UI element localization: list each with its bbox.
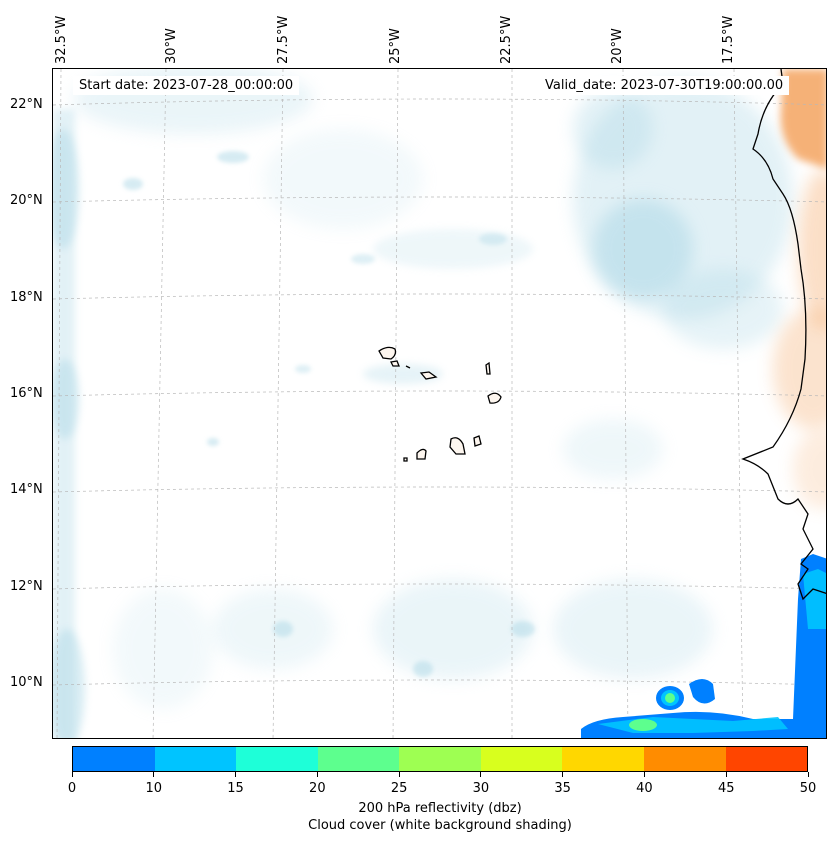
lon-label-25w: 25°W	[388, 28, 403, 64]
colorbar-segment	[725, 747, 808, 771]
colorbar-tick	[235, 772, 237, 777]
map-panel[interactable]	[52, 68, 827, 739]
colorbar-tick	[398, 772, 400, 777]
graticule	[53, 69, 826, 738]
colorbar-segment	[73, 747, 155, 771]
colorbar-tick-label: 10	[145, 781, 163, 796]
colorbar-tick	[643, 772, 645, 777]
colorbar-tick-label: 0	[67, 781, 77, 796]
colorbar-tick	[562, 772, 564, 777]
colorbar-tick	[807, 772, 809, 777]
lon-label-32.5w: 32.5°W	[54, 15, 69, 64]
colorbar-segment	[154, 747, 237, 771]
lon-label-17.5w: 17.5°W	[721, 15, 736, 64]
colorbar-tick	[153, 772, 155, 777]
colorbar-segment	[399, 747, 481, 771]
colorbar-tick	[725, 772, 727, 777]
cloud-cover-shading	[53, 69, 793, 738]
lon-label-22.5w: 22.5°W	[499, 15, 514, 64]
reflectivity-colorbar	[72, 746, 808, 772]
colorbar-subtitle: Cloud cover (white background shading)	[308, 818, 572, 833]
lon-label-30w: 30°W	[164, 28, 179, 64]
colorbar-title: 200 hPa reflectivity (dbz)	[358, 801, 522, 816]
lon-label-20w: 20°W	[610, 28, 625, 64]
colorbar-tick	[480, 772, 482, 777]
lat-label-12n: 12°N	[10, 579, 43, 594]
lat-label-14n: 14°N	[10, 482, 43, 497]
reflectivity-field	[581, 554, 826, 738]
colorbar-tick-label: 45	[717, 781, 735, 796]
lon-label-27.5w: 27.5°W	[276, 15, 291, 64]
colorbar-segment	[643, 747, 726, 771]
colorbar-tick-label: 30	[472, 781, 490, 796]
colorbar-segment	[480, 747, 563, 771]
cabo-verde-islands	[378, 346, 502, 462]
lat-label-16n: 16°N	[10, 386, 43, 401]
colorbar-segment	[562, 747, 644, 771]
start-date-label: Start date: 2023-07-28_00:00:00	[73, 76, 300, 95]
colorbar-segment	[236, 747, 318, 771]
lat-label-22n: 22°N	[10, 97, 43, 112]
lat-label-10n: 10°N	[10, 675, 43, 690]
map-canvas	[53, 69, 826, 738]
colorbar-tick-label: 15	[227, 781, 244, 796]
lat-label-18n: 18°N	[10, 290, 43, 305]
valid-date-label: Valid_date: 2023-07-30T19:00:00.00	[539, 76, 790, 95]
land-shading	[773, 69, 826, 509]
colorbar-tick-label: 20	[309, 781, 326, 796]
lat-label-20n: 20°N	[10, 193, 43, 208]
coastline	[741, 69, 826, 601]
colorbar-tick	[316, 772, 318, 777]
colorbar-tick-label: 50	[799, 781, 817, 796]
colorbar-tick-label: 40	[636, 781, 653, 796]
colorbar-tick-label: 25	[390, 781, 408, 796]
colorbar-tick-label: 35	[554, 781, 571, 796]
colorbar-tick	[71, 772, 73, 777]
colorbar-segment	[317, 747, 400, 771]
